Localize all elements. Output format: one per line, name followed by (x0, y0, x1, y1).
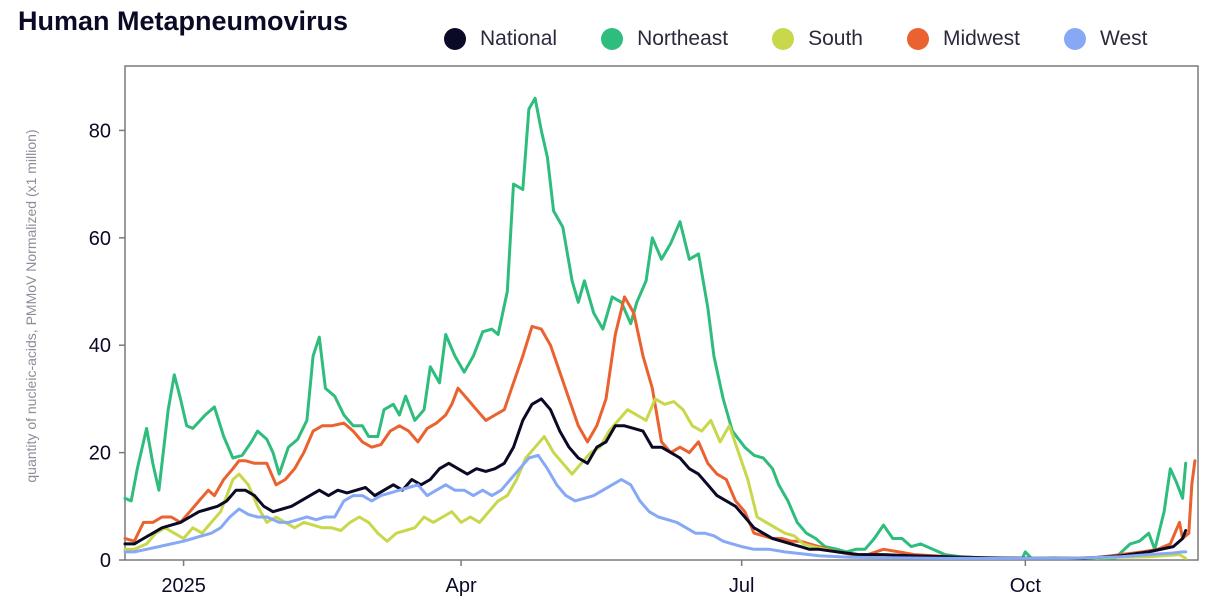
legend-label-south: South (808, 27, 863, 50)
x-tick-label-2025: 2025 (161, 575, 206, 597)
x-tick-label-oct: Oct (1010, 575, 1042, 597)
x-axis: 2025 Apr Jul Oct (161, 560, 1041, 597)
y-tick-label: 20 (89, 443, 111, 465)
legend-label-national: National (480, 27, 558, 50)
series-line-midwest[interactable] (123, 295, 1197, 560)
legend-item-midwest[interactable]: Midwest (907, 27, 1020, 51)
series-line-national[interactable] (123, 397, 1188, 560)
plot-frame (124, 65, 1199, 561)
legend-label-west: West (1100, 27, 1148, 50)
y-tick-label: 0 (100, 550, 111, 572)
series-line-northeast[interactable] (123, 96, 1188, 560)
y-tick-label: 40 (89, 335, 111, 357)
y-axis-label: quantity of nucleic-acids, PMMoV Normali… (23, 129, 39, 482)
chart-legend: National Northeast South Midwest West (444, 27, 1148, 51)
legend-item-northeast[interactable]: Northeast (601, 27, 728, 51)
legend-dot-west (1064, 28, 1087, 50)
legend-dot-south (772, 28, 795, 50)
x-tick-label-apr: Apr (446, 575, 477, 597)
series-line-south[interactable] (123, 397, 1188, 560)
chart-title: Human Metapneumovirus (18, 6, 349, 36)
x-tick-label-jul: Jul (729, 575, 755, 597)
y-axis: 0 20 40 60 80 (89, 120, 125, 572)
legend-label-midwest: Midwest (943, 27, 1021, 50)
legend-item-national[interactable]: National (444, 27, 557, 51)
series-line-west[interactable] (123, 453, 1188, 560)
legend-dot-midwest (907, 28, 929, 50)
series-lines (123, 96, 1197, 560)
y-tick-label: 80 (89, 120, 111, 142)
legend-item-west[interactable]: West (1064, 27, 1148, 51)
legend-label-northeast: Northeast (637, 27, 729, 50)
y-tick-label: 60 (89, 228, 111, 250)
legend-dot-northeast (601, 28, 624, 50)
legend-item-south[interactable]: South (772, 27, 863, 51)
legend-dot-national (444, 28, 466, 50)
